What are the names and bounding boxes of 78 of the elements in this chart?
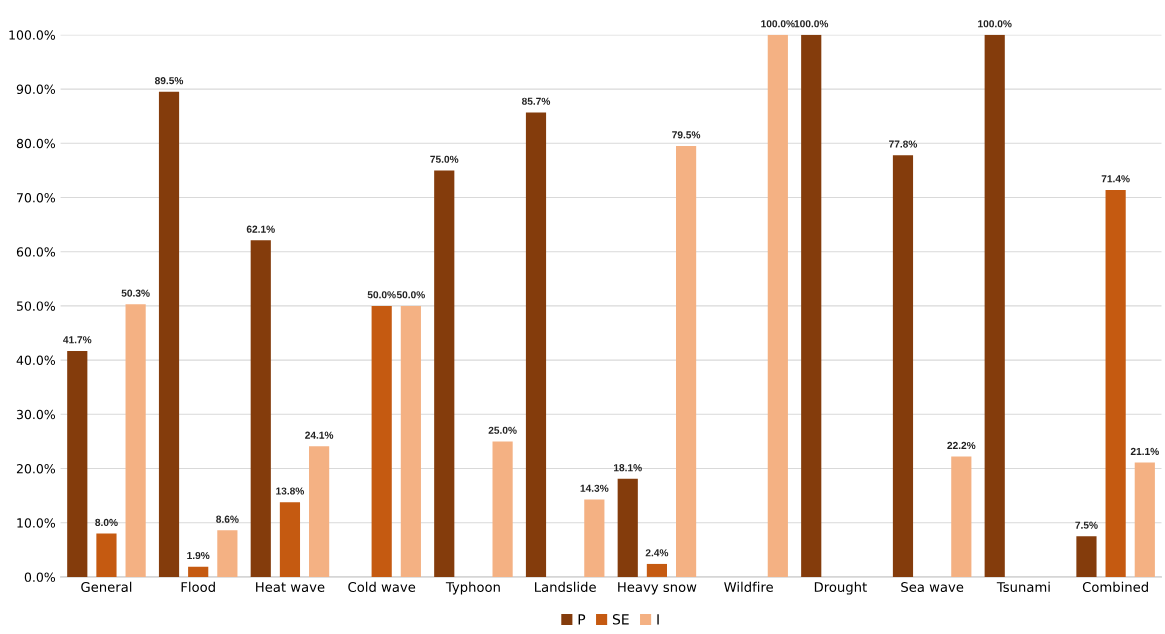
bar (371, 305, 392, 577)
x-tick-label: Combined (1082, 581, 1148, 593)
data-label: 1.9% (187, 551, 210, 560)
y-tick-label: 90.0% (16, 84, 56, 94)
legend-label: P (578, 614, 586, 625)
bar (892, 155, 914, 577)
data-label: 13.8% (276, 487, 305, 495)
y-tick-label: 40.0% (16, 355, 56, 366)
legend-label: SE (612, 614, 629, 625)
data-label: 8.0% (95, 518, 118, 527)
x-tick-label: General (81, 581, 132, 593)
data-label: 79.5% (672, 131, 701, 139)
data-label: 71.4% (1101, 175, 1130, 183)
data-label: 100.0% (794, 20, 829, 28)
bar (279, 502, 301, 577)
bar (525, 112, 547, 577)
bar (67, 350, 88, 577)
bar (984, 34, 1005, 577)
data-label: 7.5% (1075, 521, 1098, 529)
bar (646, 563, 668, 577)
y-tick-label: 20.0% (16, 464, 56, 474)
data-label: 24.1% (305, 431, 334, 439)
bar (309, 446, 330, 577)
y-tick-label: 0.0% (24, 572, 56, 582)
x-tick-label: Heat wave (256, 582, 325, 593)
bar (617, 478, 638, 577)
bar (217, 530, 238, 577)
y-tick-label: 30.0% (16, 409, 56, 420)
x-tick-label: Sea wave (901, 582, 964, 593)
data-label: 2.4% (645, 549, 669, 557)
data-label: 50.0% (367, 291, 396, 299)
x-tick-label: Cold wave (348, 581, 416, 593)
bar (951, 456, 972, 577)
data-label: 100.0% (761, 20, 795, 28)
bar (1105, 189, 1126, 577)
y-tick-label: 80.0% (16, 138, 56, 149)
x-tick-label: Drought (814, 581, 867, 595)
data-label: 75.0% (430, 155, 459, 163)
data-label: 21.1% (1130, 447, 1159, 455)
bar (1134, 462, 1155, 577)
x-tick-label: Landslide (535, 581, 596, 593)
data-label: 62.1% (246, 225, 275, 233)
bar (1076, 536, 1097, 577)
bar (584, 499, 605, 577)
data-label: 25.0% (488, 426, 517, 434)
data-label: 89.5% (154, 77, 184, 85)
bar (492, 441, 513, 577)
data-label: 8.6% (216, 515, 239, 523)
y-tick-label: 10.0% (17, 518, 56, 528)
x-tick-label: Flood (181, 581, 215, 593)
data-label: 50.0% (396, 291, 425, 299)
x-tick-label: Typhoon (445, 581, 500, 595)
y-tick-label: 100.0% (9, 30, 56, 40)
legend-label: I (657, 614, 659, 625)
x-tick-label: Wildfire (724, 581, 773, 593)
bar (96, 533, 117, 577)
data-label: 100.0% (978, 20, 1012, 28)
bar (767, 34, 788, 577)
y-tick-label: 50.0% (16, 301, 56, 311)
y-tick-label: 60.0% (16, 247, 56, 257)
bar (801, 34, 822, 577)
bar (400, 305, 421, 577)
data-label: 77.8% (889, 140, 918, 148)
bar (434, 170, 455, 577)
data-label: 22.2% (947, 441, 976, 450)
bar (188, 566, 209, 577)
x-tick-label: Heavy snow (618, 582, 697, 595)
bar (250, 240, 271, 577)
x-tick-label: Tsunami (996, 581, 1050, 593)
bar (158, 91, 180, 577)
bar (676, 145, 697, 577)
data-label: 85.7% (521, 97, 551, 105)
bar (125, 304, 146, 577)
y-tick-label: 70.0% (17, 192, 56, 203)
data-label: 41.7% (63, 336, 92, 344)
data-label: 18.1% (614, 464, 642, 472)
data-label: 14.3% (580, 484, 609, 492)
data-label: 50.3% (121, 289, 150, 297)
